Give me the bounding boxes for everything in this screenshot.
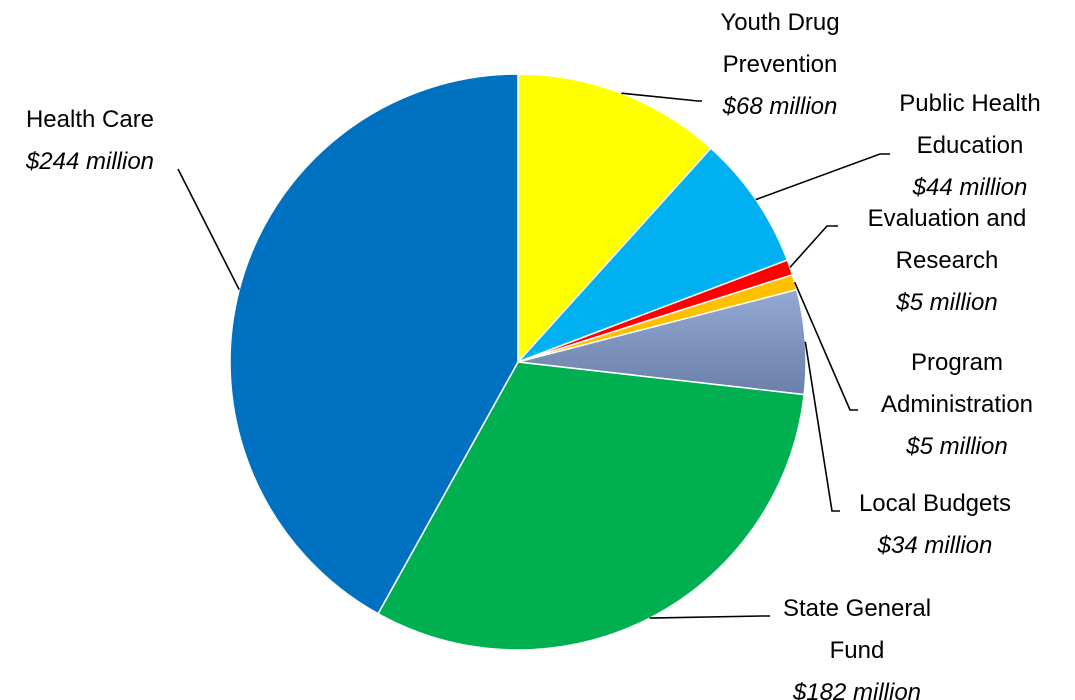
leader-line-state-general-fund <box>649 615 770 619</box>
slice-value-label: $68 million <box>722 93 838 120</box>
slice-name-label: Prevention <box>723 51 838 78</box>
slice-value-label: $44 million <box>912 174 1028 201</box>
leader-line-local-budgets <box>804 341 840 512</box>
slice-value-label: $5 million <box>905 433 1007 460</box>
pie-slice-youth-drug-prevention <box>517 73 712 364</box>
leader-line-public-health-education <box>755 153 890 201</box>
slice-name-label: Fund <box>830 637 885 664</box>
pie-slices <box>229 73 807 651</box>
slice-labels: Youth Drug Prevention $68 million Public He… <box>25 9 1041 700</box>
leader-line-health-care <box>177 168 240 291</box>
leader-lines <box>177 92 890 619</box>
slice-name-label: Health Care <box>26 106 154 133</box>
leader-line-evaluation-and-research <box>789 225 838 268</box>
slice-value-label: $182 million <box>792 679 921 700</box>
slice-name-label: Program <box>911 349 1003 376</box>
slice-value-label: $5 million <box>895 289 997 316</box>
slice-label-youth-drug-prevention: Youth Drug Prevention $68 million <box>720 9 839 120</box>
slice-label-public-health-education: Public Health Education $44 million <box>899 90 1040 201</box>
slice-name-label: Youth Drug <box>720 9 839 36</box>
leader-line-program-administration <box>793 281 858 411</box>
slice-name-label: State General <box>783 595 931 622</box>
slice-label-health-care: Health Care $244 million <box>25 106 154 175</box>
slice-name-label: Research <box>896 247 999 274</box>
slice-name-label: Administration <box>881 391 1033 418</box>
slice-value-label: $244 million <box>25 148 154 175</box>
pie-slice-state-general-fund <box>377 361 805 651</box>
slice-name-label: Evaluation and <box>868 205 1027 232</box>
slice-name-label: Education <box>917 132 1024 159</box>
slice-name-label: Local Budgets <box>859 490 1011 517</box>
pie-slice-health-care <box>229 73 519 615</box>
slice-value-label: $34 million <box>877 532 993 559</box>
slice-label-local-budgets: Local Budgets $34 million <box>859 490 1011 559</box>
leader-line-youth-drug-prevention <box>621 92 702 102</box>
slice-label-state-general-fund: State General Fund $182 million <box>783 595 931 700</box>
slice-name-label: Public Health <box>899 90 1040 117</box>
slice-label-evaluation-and-research: Evaluation and Research $5 million <box>868 205 1027 316</box>
slice-label-program-administration: Program Administration $5 million <box>881 349 1033 460</box>
